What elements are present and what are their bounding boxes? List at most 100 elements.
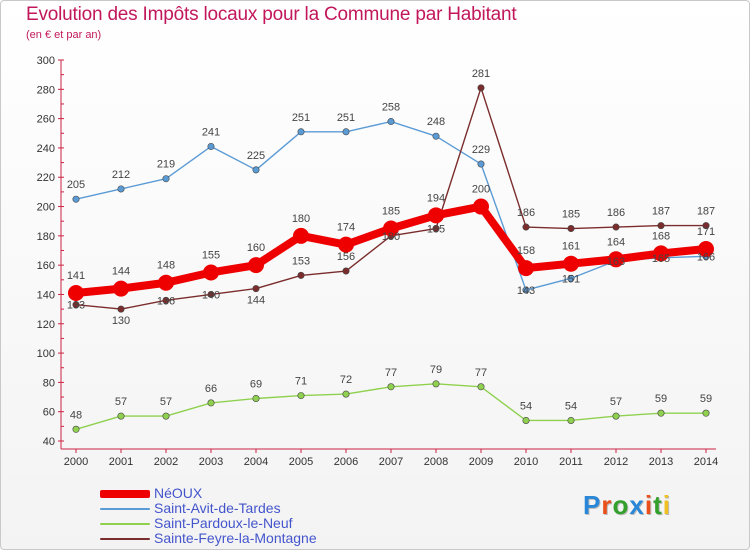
data-label-saint-avit-de-tardes: 151 <box>562 273 580 285</box>
x-tick-label: 2013 <box>649 456 673 468</box>
data-point-saint-pardoux-le-neuf <box>387 383 395 391</box>
x-tick-label: 2003 <box>199 456 223 468</box>
data-label-neoux: 155 <box>202 249 220 261</box>
data-label-saint-avit-de-tardes: 248 <box>427 116 445 128</box>
legend-label: NéOUX <box>154 485 203 501</box>
data-label-saint-avit-de-tardes: 251 <box>337 112 355 124</box>
data-label-neoux: 200 <box>472 184 490 196</box>
y-tick-label: 40 <box>43 436 55 448</box>
data-point-neoux <box>68 284 84 301</box>
legend-label: Saint-Pardoux-le-Neuf <box>154 515 293 531</box>
y-tick-label: 180 <box>37 231 55 243</box>
data-label-saint-avit-de-tardes: 251 <box>292 112 310 124</box>
x-tick-label: 2009 <box>469 456 493 468</box>
proxiti-logo: Proxiti <box>583 490 671 520</box>
y-tick-label: 80 <box>43 377 55 389</box>
data-label-neoux: 194 <box>427 192 445 204</box>
data-label-saint-pardoux-le-neuf: 71 <box>295 376 307 388</box>
data-label-saint-avit-de-tardes: 143 <box>517 285 535 297</box>
data-label-saint-pardoux-le-neuf: 59 <box>700 393 712 405</box>
data-label-saint-avit-de-tardes: 229 <box>472 144 490 156</box>
data-point-sainte-feyre-la-montagne <box>477 84 485 92</box>
data-label-saint-avit-de-tardes: 258 <box>382 102 400 114</box>
data-point-saint-pardoux-le-neuf <box>567 416 575 424</box>
data-point-neoux <box>608 251 624 268</box>
data-point-saint-avit-de-tardes <box>567 274 575 282</box>
data-label-sainte-feyre-la-montagne: 140 <box>202 289 220 301</box>
data-point-saint-avit-de-tardes <box>297 128 305 136</box>
data-point-saint-avit-de-tardes <box>72 195 80 203</box>
data-point-sainte-feyre-la-montagne <box>702 222 710 230</box>
data-point-neoux <box>698 241 714 258</box>
data-label-saint-pardoux-le-neuf: 48 <box>70 409 82 421</box>
data-point-saint-pardoux-le-neuf <box>522 416 530 424</box>
legend-swatch <box>100 538 150 540</box>
y-tick-label: 220 <box>37 172 55 184</box>
data-label-saint-pardoux-le-neuf: 69 <box>250 379 262 391</box>
x-tick-label: 2006 <box>334 456 358 468</box>
data-label-saint-pardoux-le-neuf: 57 <box>115 396 127 408</box>
data-label-sainte-feyre-la-montagne: 281 <box>472 68 490 80</box>
data-point-neoux <box>248 257 264 274</box>
data-label-saint-pardoux-le-neuf: 72 <box>340 374 352 386</box>
y-tick-label: 280 <box>37 84 55 96</box>
data-point-saint-pardoux-le-neuf <box>117 412 125 420</box>
data-point-sainte-feyre-la-montagne <box>342 267 350 275</box>
y-tick-label: 160 <box>37 260 55 272</box>
data-point-saint-pardoux-le-neuf <box>72 425 80 433</box>
data-label-sainte-feyre-la-montagne: 186 <box>517 207 535 219</box>
data-label-sainte-feyre-la-montagne: 187 <box>652 206 670 218</box>
data-point-saint-avit-de-tardes <box>162 175 170 183</box>
data-point-saint-pardoux-le-neuf <box>612 412 620 420</box>
data-point-saint-avit-de-tardes <box>252 166 260 174</box>
x-tick-label: 2004 <box>244 456 268 468</box>
data-label-sainte-feyre-la-montagne: 180 <box>382 231 400 243</box>
data-label-neoux: 164 <box>607 236 625 248</box>
y-tick-label: 120 <box>37 319 55 331</box>
series-saint-pardoux-le-neuf <box>72 380 710 433</box>
data-point-sainte-feyre-la-montagne <box>567 225 575 233</box>
data-label-sainte-feyre-la-montagne: 144 <box>247 295 265 307</box>
data-point-sainte-feyre-la-montagne <box>117 305 125 313</box>
data-point-saint-avit-de-tardes <box>432 132 440 140</box>
data-point-neoux <box>113 280 129 297</box>
x-tick-label: 2002 <box>154 456 178 468</box>
data-point-neoux <box>203 264 219 281</box>
data-point-saint-pardoux-le-neuf <box>432 380 440 388</box>
data-label-saint-pardoux-le-neuf: 77 <box>475 367 487 379</box>
data-label-neoux: 160 <box>247 242 265 254</box>
x-tick-label: 2001 <box>109 456 133 468</box>
data-point-sainte-feyre-la-montagne <box>252 285 260 293</box>
data-label-saint-pardoux-le-neuf: 57 <box>160 396 172 408</box>
data-label-saint-pardoux-le-neuf: 66 <box>205 383 217 395</box>
legend-label: Saint-Avit-de-Tardes <box>154 500 281 516</box>
legend-swatch <box>100 508 150 510</box>
data-point-sainte-feyre-la-montagne <box>612 223 620 231</box>
x-tick-label: 2005 <box>289 456 313 468</box>
data-label-neoux: 144 <box>112 266 130 278</box>
data-label-saint-avit-de-tardes: 163 <box>607 256 625 268</box>
data-point-saint-pardoux-le-neuf <box>477 383 485 391</box>
legend-swatch <box>100 490 150 498</box>
data-point-saint-avit-de-tardes <box>117 185 125 193</box>
data-point-neoux <box>653 245 669 262</box>
data-label-neoux: 148 <box>157 260 175 272</box>
data-label-sainte-feyre-la-montagne: 185 <box>427 224 445 236</box>
data-point-neoux <box>293 227 309 244</box>
data-point-saint-pardoux-le-neuf <box>702 409 710 417</box>
data-label-saint-pardoux-le-neuf: 59 <box>655 393 667 405</box>
data-label-saint-pardoux-le-neuf: 54 <box>565 400 577 412</box>
data-label-neoux: 141 <box>67 270 85 282</box>
x-tick-label: 2007 <box>379 456 403 468</box>
x-tick-label: 2012 <box>604 456 628 468</box>
data-point-neoux <box>563 255 579 272</box>
y-tick-label: 300 <box>37 55 55 67</box>
data-point-neoux <box>473 198 489 215</box>
y-tick-label: 100 <box>37 348 55 360</box>
data-label-neoux: 180 <box>292 213 310 225</box>
data-label-saint-avit-de-tardes: 212 <box>112 169 130 181</box>
data-point-sainte-feyre-la-montagne <box>657 222 665 230</box>
data-label-neoux: 185 <box>382 206 400 218</box>
